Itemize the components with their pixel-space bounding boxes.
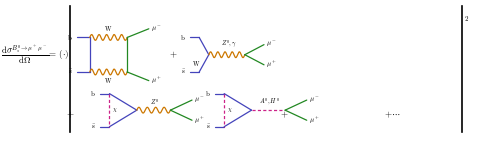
Text: $+$: $+$ (169, 50, 178, 60)
Text: $\dfrac{\mathrm{d}\sigma^{B_s^0\!\to\mu^+\mu^-}}{\mathrm{d}\Omega}$: $\dfrac{\mathrm{d}\sigma^{B_s^0\!\to\mu^… (1, 43, 50, 66)
Text: $+\cdots$: $+\cdots$ (384, 110, 400, 120)
Text: $\mu^-$: $\mu^-$ (151, 24, 162, 34)
Text: $2$: $2$ (464, 14, 469, 23)
Text: $\mathrm{W}$: $\mathrm{W}$ (192, 59, 200, 68)
Text: $\mu^-$: $\mu^-$ (309, 95, 320, 105)
Text: $\mathrm{b}$: $\mathrm{b}$ (90, 89, 96, 98)
Text: $+$: $+$ (280, 110, 289, 120)
Text: $\mu^+$: $\mu^+$ (309, 115, 320, 126)
Text: $Z^0,\gamma$: $Z^0,\gamma$ (220, 39, 237, 50)
Text: $\mathrm{b}$: $\mathrm{b}$ (180, 33, 186, 42)
Text: $\mu^+$: $\mu^+$ (194, 115, 205, 126)
Text: $=\,(\cdot)$: $=\,(\cdot)$ (47, 48, 69, 61)
Text: $\bar{\mathrm{s}}$: $\bar{\mathrm{s}}$ (91, 123, 96, 131)
Text: $\mathrm{W}$: $\mathrm{W}$ (104, 76, 113, 85)
Text: $\mu^+$: $\mu^+$ (266, 59, 277, 70)
Text: $\mu^-$: $\mu^-$ (194, 95, 205, 105)
Text: $\mu^+$: $\mu^+$ (151, 75, 162, 86)
Text: $Z^0$: $Z^0$ (150, 97, 159, 107)
Text: $\bar{\mathrm{s}}$: $\bar{\mathrm{s}}$ (68, 68, 73, 76)
Text: $\chi$: $\chi$ (112, 106, 118, 114)
Text: $\bar{\mathrm{s}}$: $\bar{\mathrm{s}}$ (180, 68, 186, 76)
Text: $+$: $+$ (66, 110, 75, 120)
Text: $\mathrm{b}$: $\mathrm{b}$ (205, 89, 211, 98)
Text: $A^0,H^0$: $A^0,H^0$ (259, 97, 280, 108)
Text: $\chi$: $\chi$ (227, 106, 233, 114)
Text: $\mu^-$: $\mu^-$ (266, 40, 277, 49)
Text: $\mathrm{b}$: $\mathrm{b}$ (67, 33, 73, 42)
Text: $\bar{\mathrm{s}}$: $\bar{\mathrm{s}}$ (205, 123, 211, 131)
Text: $\mathrm{W}$: $\mathrm{W}$ (104, 24, 113, 33)
